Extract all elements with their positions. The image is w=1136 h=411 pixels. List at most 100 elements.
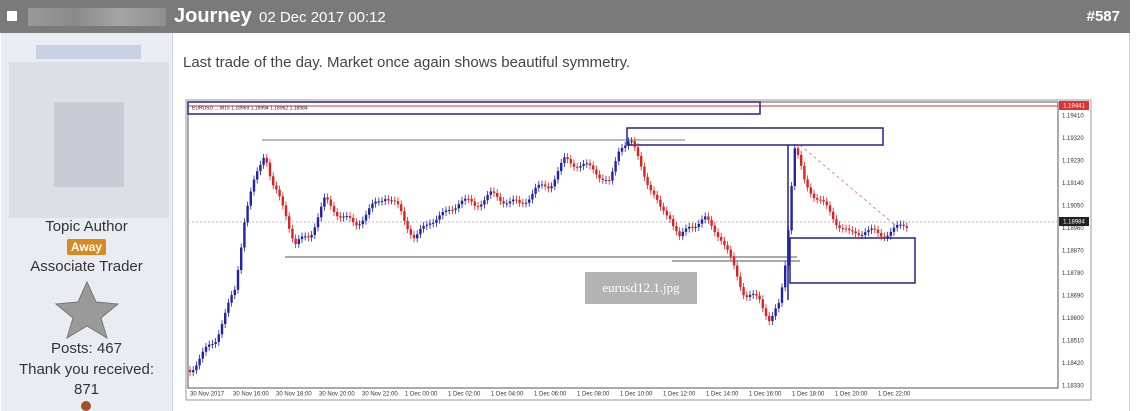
candle-body (787, 230, 790, 266)
candle-body (627, 141, 630, 146)
time-label: 1 Dec 14:00 (706, 392, 739, 398)
time-label: 1 Dec 18:00 (792, 392, 825, 398)
price-label: 1.19410 (1062, 114, 1084, 120)
post-title[interactable]: Journey (174, 5, 252, 27)
candle-body (742, 287, 745, 296)
candle-body (294, 238, 297, 245)
candle-body (675, 226, 678, 232)
candle-body (364, 214, 368, 221)
candle-body (406, 220, 409, 230)
candle-body (873, 228, 876, 230)
candle-body (694, 226, 697, 228)
price-label: 1.19320 (1062, 136, 1084, 142)
candle-body (771, 315, 774, 322)
thanks-label: Thank you received: (18, 361, 155, 378)
candle-body (768, 315, 771, 322)
time-label: 1 Dec 00:00 (405, 392, 438, 398)
candle-body (825, 201, 828, 206)
candle-body (284, 205, 288, 217)
candle-body (358, 224, 361, 226)
candle-body (486, 194, 489, 201)
rank-star (54, 280, 120, 340)
candle-body (678, 231, 681, 237)
candle-body (409, 229, 412, 235)
image-caption: eurusd12.1.jpg (602, 280, 680, 295)
price-label: 1.19230 (1062, 159, 1084, 165)
candle-body (617, 151, 620, 162)
candle-body (556, 171, 560, 180)
candle-body (204, 346, 208, 352)
candle-body (611, 171, 614, 181)
current-price: 1.18984 (1063, 220, 1085, 226)
candle-body (310, 235, 313, 238)
candle-body (320, 206, 323, 218)
candle-body (736, 265, 739, 277)
post-number[interactable]: #587 (1086, 8, 1120, 25)
candle-body (646, 176, 649, 185)
candle-body (764, 308, 768, 316)
candle-body (316, 217, 320, 228)
candle-body (860, 234, 864, 236)
time-label: 1 Dec 04:00 (491, 392, 524, 398)
price-label: 1.18780 (1062, 271, 1084, 277)
candle-body (262, 157, 265, 165)
candle-body (608, 180, 611, 182)
candle-body (476, 205, 480, 207)
candle-body (688, 226, 691, 229)
candle-body (854, 231, 857, 234)
candle-body (665, 210, 668, 216)
candle-body (796, 148, 800, 155)
candle-body (339, 216, 342, 218)
candle-body (355, 222, 358, 226)
time-label: 30 Nov 2017 (190, 392, 225, 398)
time-label: 1 Dec 16:00 (749, 392, 782, 398)
author-role: Topic Author (45, 218, 128, 235)
candle-body (566, 157, 569, 160)
candle-body (524, 202, 528, 204)
candle-body (857, 233, 860, 236)
candle-body (745, 295, 748, 297)
candle-body (374, 201, 377, 204)
candle-body (841, 228, 844, 230)
candle-body (828, 205, 832, 212)
candle-body (636, 147, 640, 156)
candle-body (249, 191, 252, 206)
candle-body (259, 164, 262, 172)
candle-body (307, 236, 310, 238)
candle-body (726, 245, 729, 250)
time-label: 1 Dec 12:00 (663, 392, 696, 398)
candle-body (550, 186, 553, 189)
candle-body (425, 224, 428, 226)
candle-body (784, 265, 787, 288)
candle-body (604, 180, 608, 182)
candle-body (195, 365, 198, 371)
candle-body (822, 199, 825, 202)
candle-body (224, 312, 227, 325)
candle-body (240, 247, 243, 270)
candle-body (713, 225, 716, 233)
user-icon (81, 401, 91, 411)
candle-body (435, 219, 438, 223)
candle-body (633, 141, 636, 148)
candle-body (809, 187, 812, 194)
candle-body (499, 196, 502, 202)
candle-body (691, 226, 694, 228)
time-label: 1 Dec 02:00 (448, 392, 481, 398)
candle-body (304, 236, 307, 238)
time-label: 1 Dec 20:00 (835, 392, 868, 398)
candle-body (451, 209, 454, 211)
time-label: 30 Nov 18:00 (276, 392, 312, 398)
candle-body (342, 216, 345, 218)
candle-body (572, 163, 576, 167)
candle-body (208, 344, 211, 347)
candle-body (211, 343, 214, 345)
candle-body (761, 299, 764, 309)
candle-body (252, 179, 256, 192)
candle-body (198, 358, 201, 366)
candle-body (582, 163, 585, 167)
candle-body (467, 198, 470, 200)
candle-body (448, 209, 451, 211)
candle-body (371, 203, 374, 209)
candle-body (233, 289, 236, 296)
